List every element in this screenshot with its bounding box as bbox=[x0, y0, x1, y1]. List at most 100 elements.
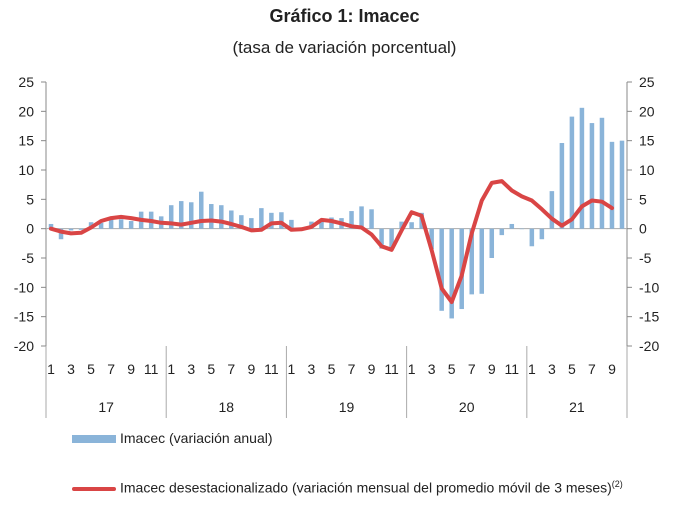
bar bbox=[429, 228, 434, 250]
bar bbox=[599, 117, 605, 229]
x-tick-label-month: 11 bbox=[144, 361, 159, 377]
bar bbox=[489, 228, 495, 258]
y-tick-label-right: -10 bbox=[639, 279, 659, 295]
y-tick-label-left: -10 bbox=[14, 279, 34, 295]
line-series bbox=[49, 179, 614, 304]
bar bbox=[469, 228, 474, 295]
x-tick-label-month: 3 bbox=[548, 361, 556, 377]
bar bbox=[259, 208, 264, 229]
bar bbox=[269, 212, 274, 229]
bar bbox=[379, 228, 384, 249]
bar bbox=[449, 228, 454, 319]
bar bbox=[409, 222, 414, 229]
bar bbox=[168, 205, 174, 229]
bar bbox=[559, 143, 565, 229]
bar bbox=[128, 221, 134, 229]
y-tick-label-right: 0 bbox=[639, 221, 647, 237]
bar bbox=[188, 202, 194, 229]
bar bbox=[98, 222, 104, 229]
legend-label-line: Imacec desestacionalizado (variación men… bbox=[120, 479, 612, 496]
bar bbox=[329, 217, 334, 229]
x-tick-label-month: 9 bbox=[127, 361, 135, 377]
bar bbox=[178, 201, 184, 229]
bar bbox=[549, 191, 555, 229]
y-tick-label-left: 5 bbox=[26, 191, 34, 207]
y-tick-label-right: 10 bbox=[639, 162, 655, 178]
bar bbox=[589, 123, 595, 229]
x-tick-label-month: 1 bbox=[288, 361, 296, 377]
legend-swatch-bars bbox=[72, 435, 116, 444]
x-tick-label-month: 9 bbox=[608, 361, 616, 377]
x-tick-label-month: 7 bbox=[227, 361, 235, 377]
bar bbox=[619, 140, 625, 229]
x-tick-label-month: 7 bbox=[588, 361, 596, 377]
bar bbox=[349, 211, 354, 229]
y-tick-label-left: -15 bbox=[14, 309, 34, 325]
y-tick-label-right: -15 bbox=[639, 309, 659, 325]
x-tick-label-month: 3 bbox=[67, 361, 75, 377]
bar bbox=[108, 216, 114, 229]
y-tick-label-right: 25 bbox=[639, 74, 655, 90]
y-tick-label-left: 0 bbox=[26, 221, 34, 237]
bar bbox=[279, 212, 284, 229]
x-tick-label-month: 11 bbox=[384, 361, 399, 377]
bar bbox=[519, 228, 525, 230]
bar bbox=[359, 206, 364, 229]
x-tick-label-year: 18 bbox=[219, 399, 235, 415]
bar bbox=[319, 219, 324, 229]
bar bbox=[68, 228, 74, 231]
bar bbox=[239, 215, 244, 229]
x-tick-label-month: 7 bbox=[107, 361, 115, 377]
x-tick-label-month: 7 bbox=[468, 361, 476, 377]
x-tick-label-month: 5 bbox=[448, 361, 456, 377]
bar bbox=[78, 228, 84, 230]
bar bbox=[389, 228, 394, 249]
y-tick-label-left: 25 bbox=[18, 74, 34, 90]
x-tick-label-month: 7 bbox=[348, 361, 356, 377]
legend-footnote-mark: (2) bbox=[611, 479, 623, 489]
bar bbox=[509, 223, 515, 229]
bar bbox=[209, 204, 214, 229]
bar bbox=[399, 221, 404, 229]
bar bbox=[249, 218, 254, 229]
x-tick-label-month: 11 bbox=[264, 361, 279, 377]
y-tick-label-left: -5 bbox=[22, 250, 35, 266]
x-tick-label-month: 11 bbox=[505, 361, 520, 377]
bar bbox=[499, 228, 505, 236]
x-tick-label-month: 5 bbox=[568, 361, 576, 377]
x-tick-label-month: 9 bbox=[247, 361, 255, 377]
y-tick-label-right: -20 bbox=[639, 338, 659, 354]
x-tick-label-month: 9 bbox=[368, 361, 376, 377]
bar bbox=[579, 107, 585, 229]
bar bbox=[569, 116, 575, 229]
bar bbox=[199, 191, 204, 229]
x-tick-label-month: 1 bbox=[47, 361, 55, 377]
bar bbox=[229, 210, 234, 229]
y-tick-label-right: 15 bbox=[639, 133, 655, 149]
chart-title: Gráfico 1: Imacec bbox=[269, 6, 420, 26]
y-tick-label-left: 20 bbox=[18, 103, 34, 119]
bar bbox=[479, 228, 485, 294]
x-tick-label-month: 9 bbox=[488, 361, 496, 377]
x-tick-label-year: 19 bbox=[339, 399, 355, 415]
x-tick-label-month: 1 bbox=[167, 361, 175, 377]
x-tick-label-month: 1 bbox=[528, 361, 536, 377]
chart-subtitle: (tasa de variación porcentual) bbox=[232, 38, 457, 57]
x-tick-label-year: 20 bbox=[459, 399, 475, 415]
bar bbox=[529, 228, 535, 247]
bar bbox=[609, 141, 615, 229]
legend-item-line: Imacec desestacionalizado (variación men… bbox=[72, 476, 662, 497]
x-tick-label-year: 17 bbox=[98, 399, 114, 415]
x-tick-label-month: 3 bbox=[187, 361, 195, 377]
x-tick-label-month: 3 bbox=[308, 361, 316, 377]
bar bbox=[118, 219, 124, 229]
bar bbox=[539, 228, 545, 240]
bar bbox=[219, 205, 224, 229]
bar bbox=[289, 219, 294, 229]
x-tick-label-month: 3 bbox=[428, 361, 436, 377]
x-tick-label-year: 21 bbox=[569, 399, 585, 415]
y-tick-label-right: 5 bbox=[639, 191, 647, 207]
x-tick-label-month: 1 bbox=[408, 361, 416, 377]
y-tick-label-left: 15 bbox=[18, 133, 34, 149]
